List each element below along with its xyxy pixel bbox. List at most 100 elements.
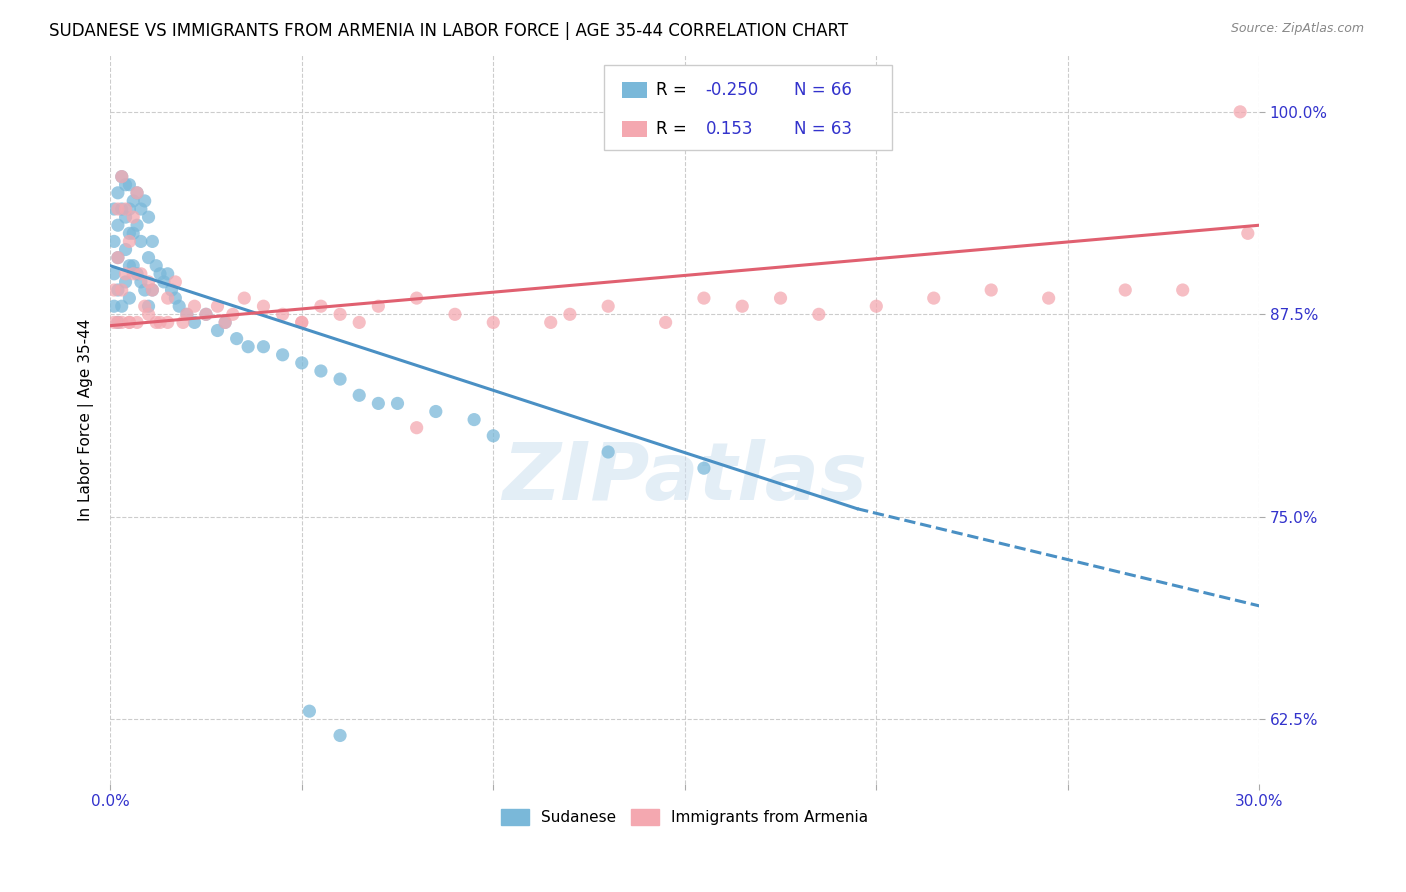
Text: SUDANESE VS IMMIGRANTS FROM ARMENIA IN LABOR FORCE | AGE 35-44 CORRELATION CHART: SUDANESE VS IMMIGRANTS FROM ARMENIA IN L… [49,22,848,40]
Point [141,235,163,249]
Point [118,202,141,216]
Point [693,291,716,305]
Point [118,259,141,273]
Point [222,307,245,321]
Point [598,445,620,459]
Point [195,307,218,321]
FancyBboxPatch shape [621,121,647,137]
Point [125,186,148,200]
Point [138,251,160,265]
Legend: Sudanese, Immigrants from Armenia: Sudanese, Immigrants from Armenia [495,803,875,831]
Point [145,259,167,273]
Text: N = 63: N = 63 [794,120,852,138]
Point [138,307,160,321]
Point [329,372,352,386]
Point [114,178,136,192]
Point [114,243,136,257]
Point [233,291,256,305]
Point [183,299,205,313]
Point [183,315,205,329]
Text: ZIPatlas: ZIPatlas [502,439,868,517]
Point [114,267,136,281]
Point [111,283,134,297]
Text: Source: ZipAtlas.com: Source: ZipAtlas.com [1230,22,1364,36]
Point [298,704,321,718]
Point [207,324,229,338]
Point [165,275,187,289]
Point [195,307,218,321]
Text: R =: R = [657,120,692,138]
Point [107,251,129,265]
Point [347,315,370,329]
Point [114,210,136,224]
Point [329,307,352,321]
Point [118,315,141,329]
Point [156,291,179,305]
Point [167,299,190,313]
Point [922,291,945,305]
Point [107,202,129,216]
Point [125,186,148,200]
Point [425,404,447,418]
Point [103,235,125,249]
Point [118,291,141,305]
Point [141,283,163,297]
Point [129,275,152,289]
Point [134,194,156,208]
Point [103,202,125,216]
Point [122,194,145,208]
Point [103,315,125,329]
Text: 0.153: 0.153 [706,120,754,138]
Point [134,299,156,313]
Point [291,315,314,329]
Point [165,291,187,305]
Point [145,315,167,329]
Point [444,307,467,321]
Point [309,364,332,378]
Point [807,307,830,321]
Point [141,283,163,297]
Point [367,299,389,313]
Text: -0.250: -0.250 [706,81,759,99]
Point [225,332,247,346]
Point [118,227,141,241]
Point [134,283,156,297]
Point [693,461,716,475]
Point [125,218,148,232]
Point [1236,227,1258,241]
Point [207,299,229,313]
Point [107,315,129,329]
Point [107,186,129,200]
Point [214,315,236,329]
Point [236,340,259,354]
Point [1038,291,1060,305]
Point [482,429,505,443]
Point [118,235,141,249]
Point [347,388,370,402]
Point [367,396,389,410]
Point [107,315,129,329]
Point [176,307,198,321]
Point [214,315,236,329]
Point [125,315,148,329]
Point [111,202,134,216]
Point [111,169,134,184]
Point [176,307,198,321]
Point [769,291,792,305]
Point [138,210,160,224]
Point [309,299,332,313]
Text: N = 66: N = 66 [794,81,852,99]
Point [405,420,427,434]
Point [654,315,676,329]
Y-axis label: In Labor Force | Age 35-44: In Labor Force | Age 35-44 [79,318,94,521]
Point [118,178,141,192]
Point [114,275,136,289]
Point [558,307,581,321]
Point [107,283,129,297]
Point [122,210,145,224]
Point [149,267,172,281]
Point [103,267,125,281]
Point [129,235,152,249]
Point [598,299,620,313]
Point [291,356,314,370]
